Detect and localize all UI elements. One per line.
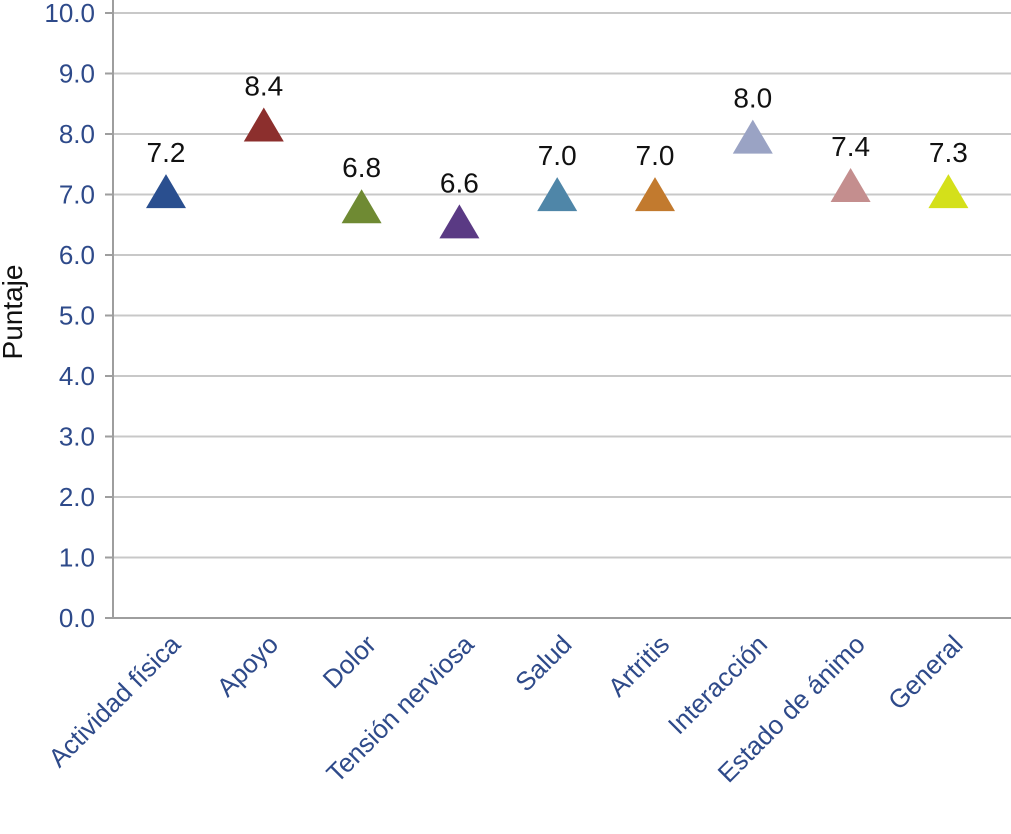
y-tick-label: 7.0 xyxy=(59,180,95,210)
triangle-marker xyxy=(341,189,382,224)
y-tick-label: 9.0 xyxy=(59,59,95,89)
triangle-marker xyxy=(830,168,871,203)
data-label: 8.4 xyxy=(244,71,283,102)
data-label: 7.0 xyxy=(636,140,675,171)
y-tick-labels: 0.0 1.0 2.0 3.0 4.0 5.0 6.0 7.0 8.0 9.0 10.0 xyxy=(44,0,113,633)
data-labels: 7.2 8.4 6.8 6.6 7.0 7.0 8.0 7.4 7.3 xyxy=(147,71,968,199)
x-tick-label: Artritis xyxy=(602,629,675,702)
y-tick-label: 4.0 xyxy=(59,361,95,391)
x-tick-label: Dolor xyxy=(317,629,382,694)
x-tick-label: Apoyo xyxy=(211,629,284,702)
triangle-marker xyxy=(635,177,675,212)
triangle-marker xyxy=(243,107,284,142)
data-label: 7.0 xyxy=(538,140,577,171)
data-label: 6.6 xyxy=(440,167,479,198)
y-tick-label: 5.0 xyxy=(59,301,95,331)
triangle-marker xyxy=(439,204,480,239)
data-label: 6.8 xyxy=(342,152,381,183)
y-tick-label: 1.0 xyxy=(59,543,95,573)
y-axis-title: Puntaje xyxy=(0,265,28,360)
data-label: 8.0 xyxy=(733,83,772,114)
y-tick-label: 10.0 xyxy=(44,0,95,28)
data-label: 7.4 xyxy=(831,131,870,162)
data-label: 7.2 xyxy=(147,137,186,168)
gridlines xyxy=(113,12,1011,559)
data-label: 7.3 xyxy=(929,137,968,168)
data-markers xyxy=(146,107,969,239)
x-tick-label: General xyxy=(882,629,969,716)
triangle-marker xyxy=(732,119,773,154)
y-tick-label: 8.0 xyxy=(59,119,95,149)
x-tick-label: Actividad física xyxy=(42,629,186,773)
x-tick-label: Salud xyxy=(509,629,577,697)
y-tick-label: 6.0 xyxy=(59,240,95,270)
y-tick-label: 2.0 xyxy=(59,482,95,512)
triangle-marker xyxy=(537,177,578,212)
triangle-marker xyxy=(146,174,186,209)
y-tick-label: 0.0 xyxy=(59,603,95,633)
triangle-marker xyxy=(928,174,969,209)
y-tick-label: 3.0 xyxy=(59,422,95,452)
